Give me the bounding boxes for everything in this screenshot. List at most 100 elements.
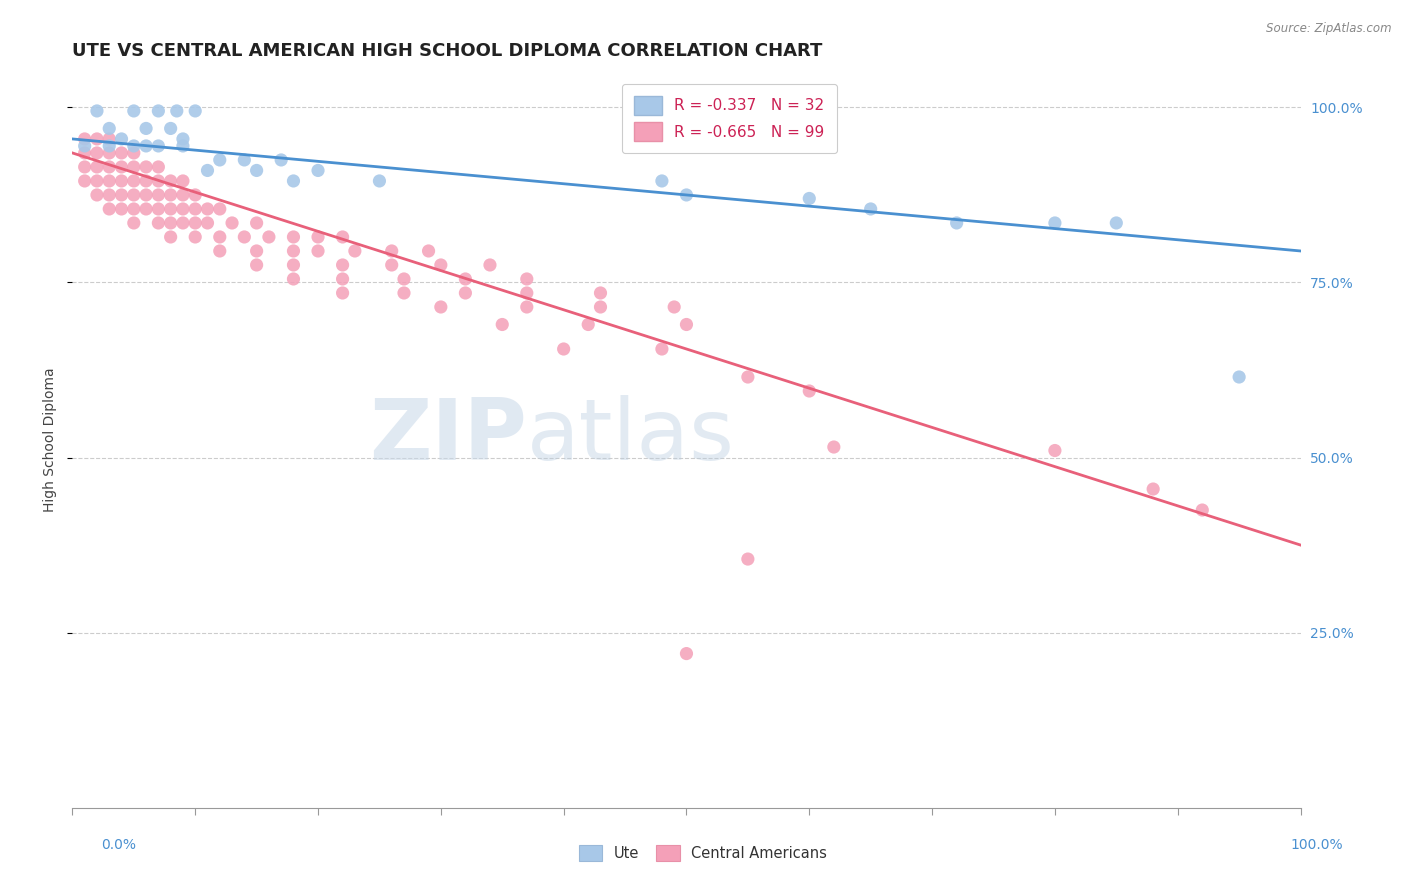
Point (1105, 216, 1128, 230)
Point (197, 202, 219, 216)
Point (122, 103, 145, 118)
Point (516, 285, 538, 300)
Point (368, 174, 391, 188)
Point (98, 160, 121, 174)
Point (98, 139, 121, 153)
Point (343, 244, 366, 258)
Point (172, 139, 194, 153)
Text: ZIP: ZIP (368, 395, 527, 478)
Point (159, 216, 181, 230)
Point (73, 139, 96, 153)
Point (332, 285, 354, 300)
Point (148, 202, 170, 216)
Point (148, 188, 170, 202)
Point (246, 258, 269, 272)
Point (737, 370, 759, 384)
Point (135, 188, 157, 202)
Point (332, 272, 354, 286)
Point (454, 285, 477, 300)
Point (184, 230, 207, 244)
Point (454, 272, 477, 286)
Point (122, 139, 145, 153)
Point (166, 103, 188, 118)
Point (86, 174, 108, 188)
Point (553, 342, 575, 356)
Point (283, 258, 305, 272)
Text: atlas: atlas (527, 395, 735, 478)
Point (246, 163, 269, 178)
Point (98, 121, 121, 136)
Point (98, 202, 121, 216)
Point (184, 216, 207, 230)
Point (86, 188, 108, 202)
Point (172, 132, 194, 146)
Point (1142, 482, 1164, 496)
Point (823, 440, 845, 454)
Point (208, 202, 231, 216)
Point (110, 188, 132, 202)
Point (392, 272, 415, 286)
Point (675, 318, 697, 332)
Point (159, 230, 181, 244)
Point (392, 285, 415, 300)
Point (675, 188, 697, 202)
Point (233, 153, 256, 167)
Point (86, 132, 108, 146)
Point (283, 230, 305, 244)
Point (799, 191, 821, 205)
Point (208, 230, 231, 244)
Point (73, 174, 96, 188)
Point (737, 552, 759, 566)
Point (589, 300, 612, 314)
Point (307, 230, 329, 244)
Point (651, 342, 673, 356)
Point (148, 174, 170, 188)
Point (589, 285, 612, 300)
Point (122, 216, 145, 230)
Point (197, 216, 219, 230)
Point (307, 244, 329, 258)
Legend: Ute, Central Americans: Ute, Central Americans (571, 838, 835, 869)
Point (98, 188, 121, 202)
Point (135, 174, 157, 188)
Point (122, 145, 145, 160)
Point (110, 174, 132, 188)
Point (184, 103, 207, 118)
Point (197, 163, 219, 178)
Text: Source: ZipAtlas.com: Source: ZipAtlas.com (1267, 22, 1392, 36)
Point (664, 300, 686, 314)
Point (172, 174, 194, 188)
Point (270, 153, 292, 167)
Text: UTE VS CENTRAL AMERICAN HIGH SCHOOL DIPLOMA CORRELATION CHART: UTE VS CENTRAL AMERICAN HIGH SCHOOL DIPL… (72, 42, 823, 60)
Point (110, 132, 132, 146)
Point (478, 258, 501, 272)
Point (98, 132, 121, 146)
Point (110, 202, 132, 216)
Point (135, 202, 157, 216)
Point (332, 230, 354, 244)
Y-axis label: High School Diploma: High School Diploma (44, 368, 58, 512)
Point (208, 244, 231, 258)
Point (122, 174, 145, 188)
Point (135, 139, 157, 153)
Point (859, 202, 882, 216)
Point (73, 132, 96, 146)
Point (381, 258, 404, 272)
Point (86, 103, 108, 118)
Point (651, 174, 673, 188)
Point (1043, 216, 1066, 230)
Point (418, 244, 440, 258)
Point (98, 145, 121, 160)
Point (246, 216, 269, 230)
Legend: R = -0.337   N = 32, R = -0.665   N = 99: R = -0.337 N = 32, R = -0.665 N = 99 (623, 84, 837, 153)
Point (172, 202, 194, 216)
Point (122, 202, 145, 216)
Point (332, 258, 354, 272)
Point (221, 216, 243, 230)
Point (491, 318, 513, 332)
Point (159, 121, 181, 136)
Point (283, 174, 305, 188)
Point (1191, 503, 1213, 517)
Point (73, 160, 96, 174)
Point (86, 145, 108, 160)
